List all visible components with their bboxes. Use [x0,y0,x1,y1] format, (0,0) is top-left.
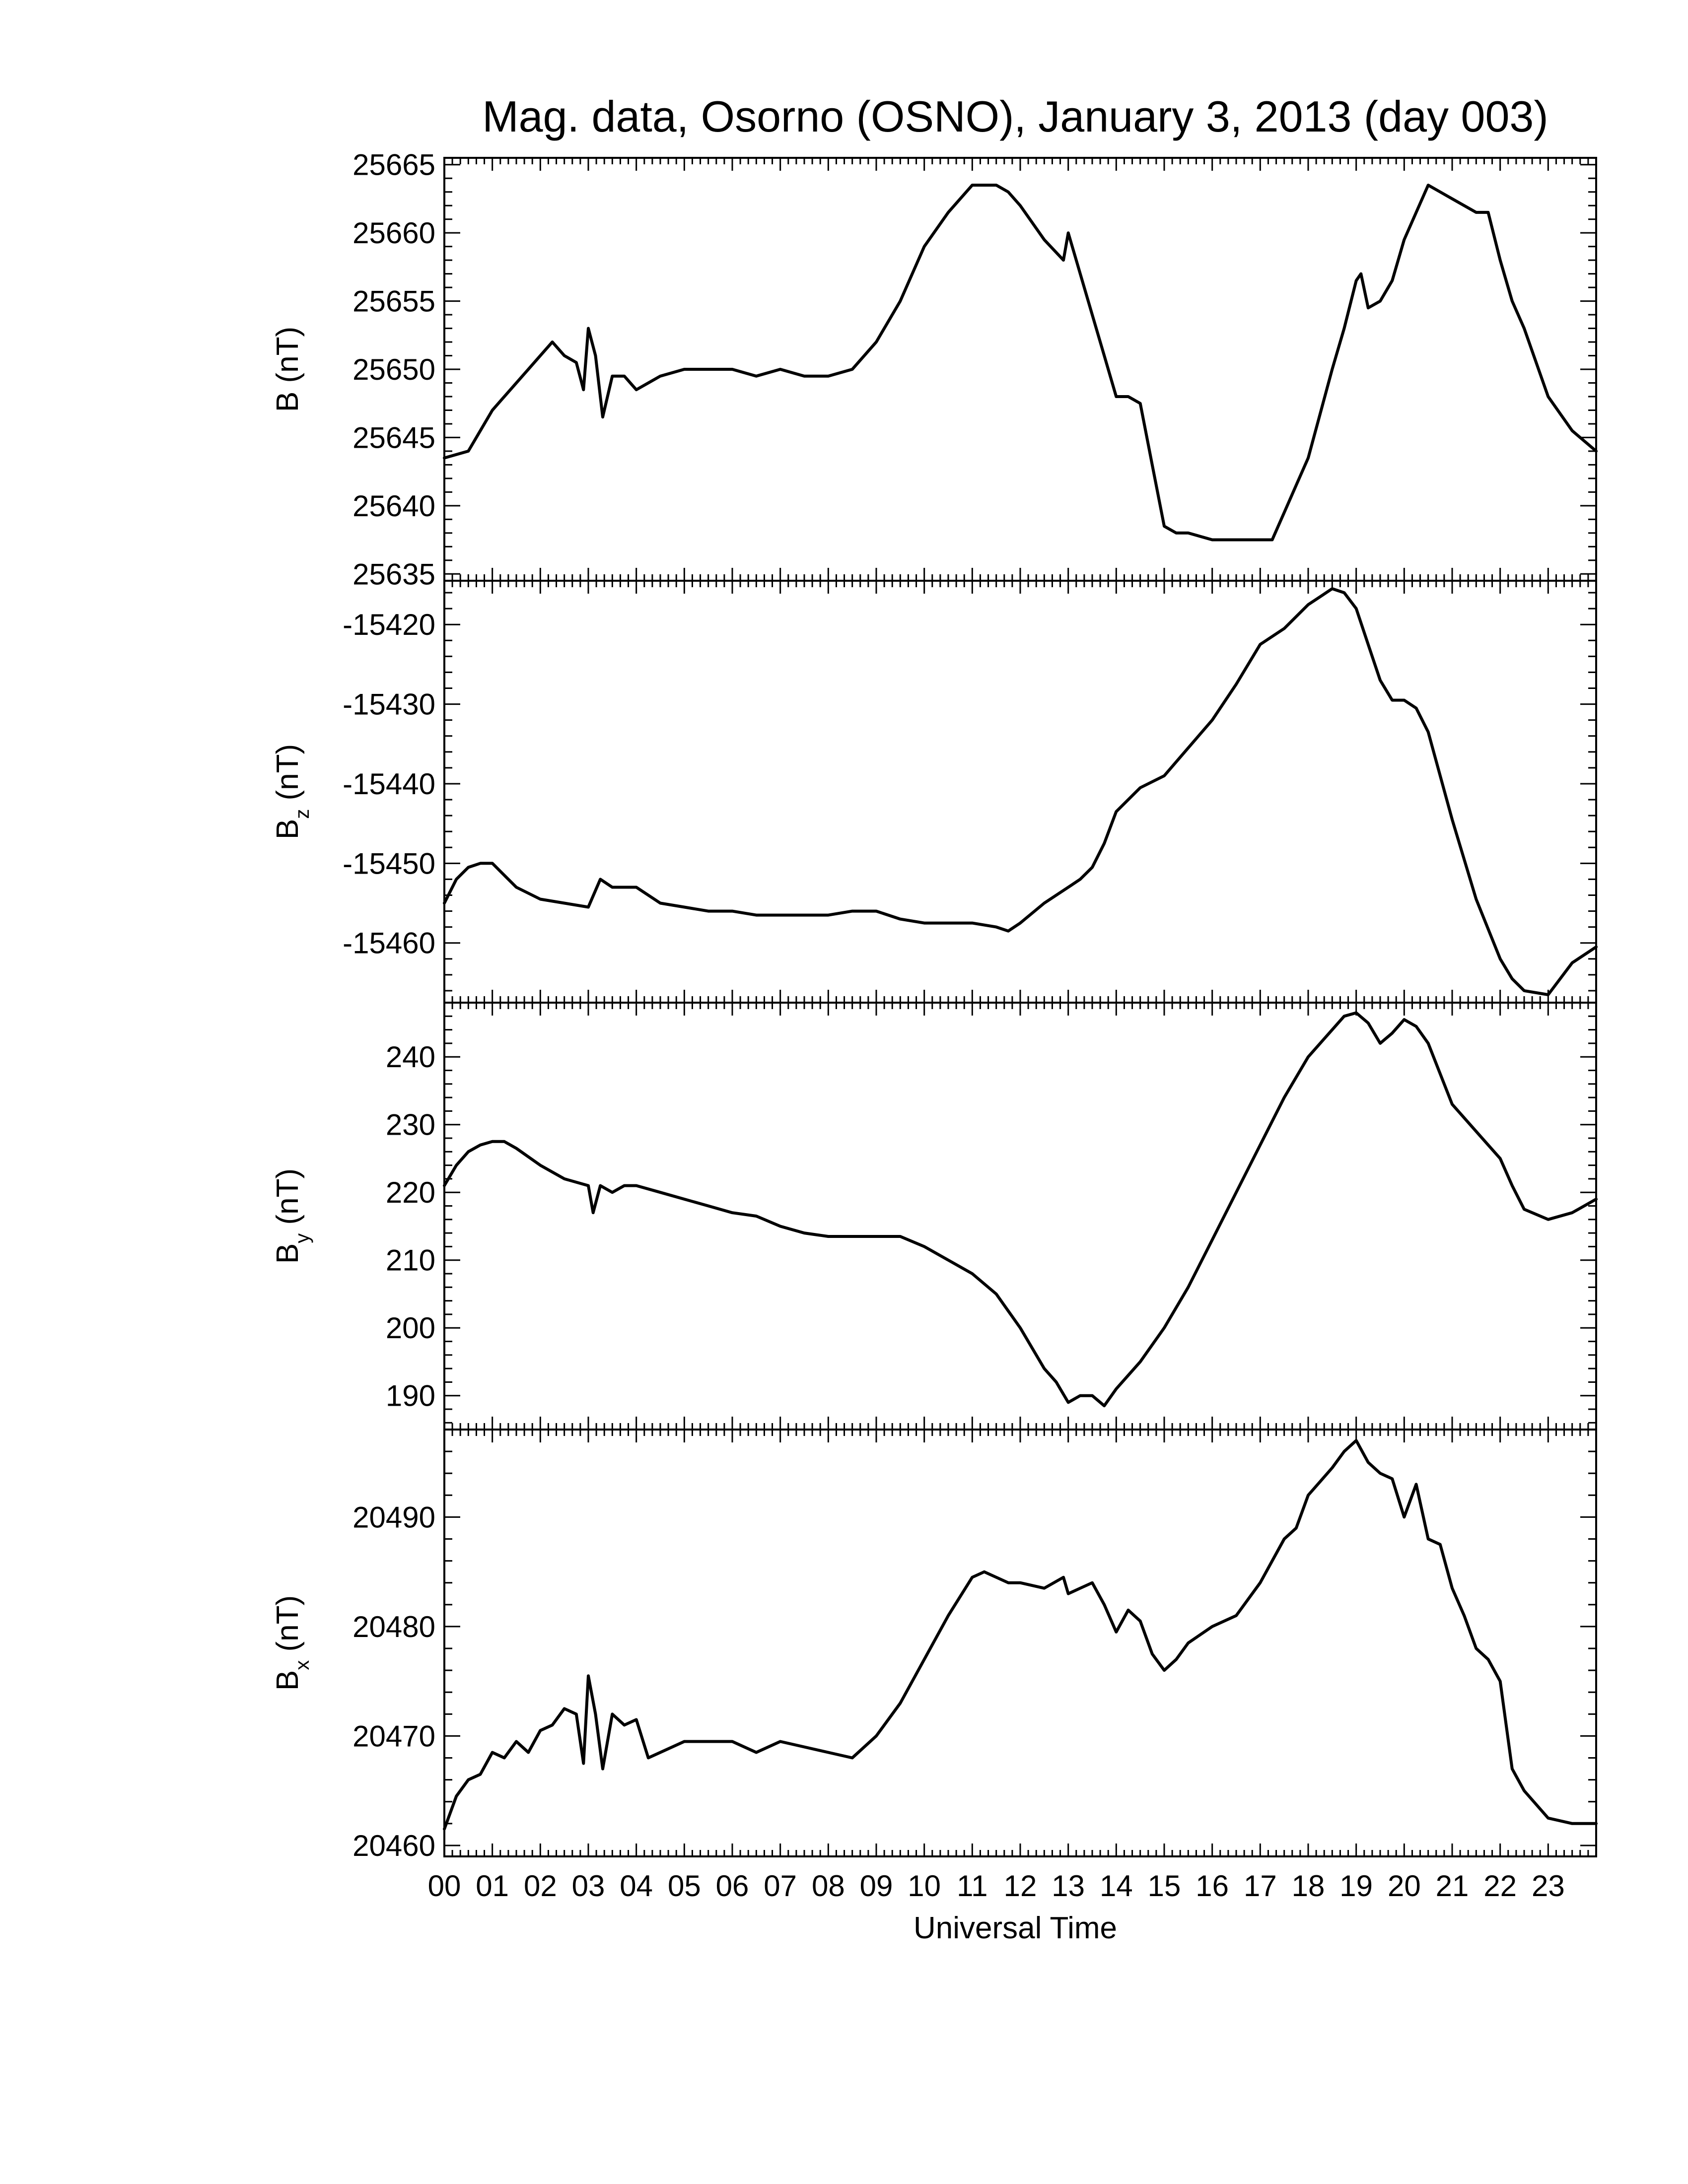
y-axis-label-subscript: y [291,1233,313,1243]
x-tick-label: 19 [1339,1869,1373,1903]
x-tick-label: 18 [1292,1869,1325,1903]
series-line-B [443,184,1598,542]
y-axis-label-subscript: z [291,809,313,819]
y-axis-label-main: B [271,1243,305,1264]
y-tick-label: 20480 [352,1610,435,1643]
y-tick-label: 240 [386,1040,435,1074]
y-tick-label: 20460 [352,1829,435,1862]
panel-frame [443,1429,1597,1857]
y-axis-label-unit: (nT) [271,1168,305,1233]
chart-title: Mag. data, Osorno (OSNO), January 3, 201… [482,92,1548,141]
x-axis-label: Universal Time [914,1911,1117,1945]
x-tick-label: 08 [812,1869,845,1903]
y-axis-label: By (nT) [271,1168,313,1264]
x-tick-label: 12 [1004,1869,1037,1903]
panel-Bz: -15460 -15450 -15440 -15430 -15420 Bz (nT) [271,580,1598,1004]
y-axis-label-unit: (nT) [271,327,305,392]
y-tick-label: 200 [386,1311,435,1345]
y-axis-label: B (nT) [271,327,305,412]
panels-group: 25635 25640 25645 25650 25655 25660 25665 B (nT… [271,148,1598,1862]
y-tick-label: 190 [386,1379,435,1413]
x-tick-label: 22 [1483,1869,1517,1903]
y-tick-label: -15440 [343,767,435,801]
y-tick-label: 230 [386,1108,435,1142]
y-tick-label: -15460 [343,927,435,960]
series-line-Bx [443,1439,1598,1831]
y-tick-label: -15420 [343,608,435,641]
x-tick-label: 00 [428,1869,461,1903]
x-tick-label: 11 [957,1869,987,1903]
y-tick-label: 25650 [352,353,435,386]
y-tick-label: -15450 [343,847,435,880]
panel-B: 25635 25640 25645 25650 25655 25660 25665 B (nT… [271,148,1598,591]
y-axis-label: Bz (nT) [271,744,313,839]
y-axis-label-main: B [271,1670,305,1691]
x-tick-label: 17 [1244,1869,1277,1903]
x-tick-label: 23 [1532,1869,1565,1903]
y-tick-label: 20490 [352,1501,435,1534]
x-tick-label: 03 [572,1869,605,1903]
x-tick-label: 04 [620,1869,653,1903]
x-tick-label: 15 [1148,1869,1181,1903]
panel-Bx: 20460 20470 20480 20490 Bx (nT) [271,1429,1598,1862]
x-tick-label: 16 [1196,1869,1229,1903]
x-tick-label: 06 [716,1869,749,1903]
y-tick-label: 25645 [352,421,435,454]
y-axis-label-unit: (nT) [271,1595,305,1660]
series-line-By [443,1011,1598,1408]
y-axis-label-subscript: x [291,1660,313,1670]
x-tick-label: 13 [1052,1869,1085,1903]
y-tick-label: 25660 [352,216,435,250]
x-tick-label: 05 [668,1869,701,1903]
y-tick-label: 25665 [352,148,435,182]
y-axis-label-main: B [271,392,305,412]
y-tick-label: 25635 [352,557,435,591]
y-tick-label: -15430 [343,688,435,721]
x-tick-label: 02 [524,1869,557,1903]
x-tick-label: 10 [908,1869,941,1903]
y-axis-label: Bx (nT) [271,1595,313,1691]
panel-By: 190 200 210 220 230 240 By (nT) [271,1002,1598,1431]
y-tick-label: 25655 [352,285,435,318]
x-tick-label: 07 [764,1869,797,1903]
x-tick-label: 20 [1388,1869,1421,1903]
x-tick-labels: 00 01 02 03 04 05 06 07 08 09 10 11 12 13 14 15 16 17 18 19… [428,1869,1565,1903]
series-line-Bz [443,587,1598,996]
y-tick-label: 25640 [352,489,435,523]
y-tick-label: 210 [386,1244,435,1277]
x-tick-label: 14 [1100,1869,1133,1903]
y-axis-label-main: B [271,819,305,839]
x-tick-label: 01 [476,1869,509,1903]
y-tick-label: 20470 [352,1719,435,1753]
panel-frame [443,157,1597,582]
x-tick-label: 21 [1436,1869,1469,1903]
x-tick-label: 09 [860,1869,893,1903]
panel-frame [443,1002,1597,1431]
y-axis-label-unit: (nT) [271,744,305,809]
y-tick-label: 220 [386,1176,435,1209]
panel-frame [443,580,1597,1004]
